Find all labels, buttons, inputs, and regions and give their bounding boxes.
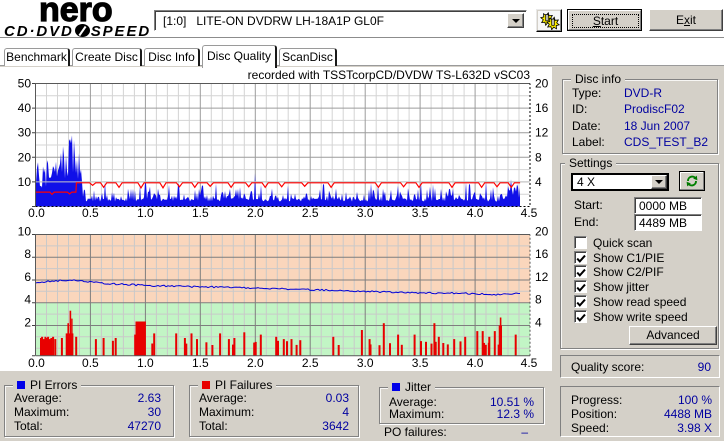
svg-text:4.0: 4.0 bbox=[467, 356, 484, 370]
svg-text:20: 20 bbox=[535, 77, 549, 91]
svg-text:2.5: 2.5 bbox=[302, 356, 319, 370]
svg-text:2.0: 2.0 bbox=[247, 356, 264, 370]
svg-text:2.0: 2.0 bbox=[247, 206, 264, 220]
svg-text:4: 4 bbox=[535, 316, 542, 330]
svg-text:4: 4 bbox=[24, 293, 31, 307]
svg-text:1.0: 1.0 bbox=[137, 206, 154, 220]
svg-text:10: 10 bbox=[18, 226, 32, 239]
svg-text:4.0: 4.0 bbox=[467, 206, 484, 220]
svg-text:4.5: 4.5 bbox=[521, 356, 538, 370]
svg-text:16: 16 bbox=[535, 101, 549, 115]
svg-text:50: 50 bbox=[18, 77, 32, 91]
svg-text:8: 8 bbox=[535, 150, 542, 164]
svg-text:4.5: 4.5 bbox=[521, 206, 538, 220]
svg-text:10: 10 bbox=[18, 175, 32, 189]
svg-text:20: 20 bbox=[18, 150, 32, 164]
svg-text:6: 6 bbox=[24, 270, 31, 284]
svg-text:12: 12 bbox=[535, 270, 549, 284]
svg-text:8: 8 bbox=[24, 247, 31, 261]
svg-text:0.0: 0.0 bbox=[28, 356, 45, 370]
svg-text:30: 30 bbox=[18, 126, 32, 140]
svg-text:3.0: 3.0 bbox=[357, 356, 374, 370]
svg-text:3.5: 3.5 bbox=[412, 356, 429, 370]
svg-text:16: 16 bbox=[535, 247, 549, 261]
svg-text:1.0: 1.0 bbox=[137, 356, 154, 370]
svg-text:3.0: 3.0 bbox=[357, 206, 374, 220]
svg-text:recorded with TSSTcorpCD/DVDW: recorded with TSSTcorpCD/DVDW TS-L632D v… bbox=[248, 68, 531, 82]
svg-text:12: 12 bbox=[535, 126, 549, 140]
svg-text:40: 40 bbox=[18, 101, 32, 115]
svg-text:0.0: 0.0 bbox=[28, 206, 45, 220]
svg-text:0.5: 0.5 bbox=[82, 356, 99, 370]
svg-text:2: 2 bbox=[24, 316, 31, 330]
svg-text:3.5: 3.5 bbox=[412, 206, 429, 220]
svg-text:0.5: 0.5 bbox=[82, 206, 99, 220]
svg-text:20: 20 bbox=[535, 226, 549, 239]
svg-text:1.5: 1.5 bbox=[192, 356, 209, 370]
svg-text:8: 8 bbox=[535, 293, 542, 307]
svg-text:4: 4 bbox=[535, 175, 542, 189]
svg-text:1.5: 1.5 bbox=[192, 206, 209, 220]
svg-text:2.5: 2.5 bbox=[302, 206, 319, 220]
